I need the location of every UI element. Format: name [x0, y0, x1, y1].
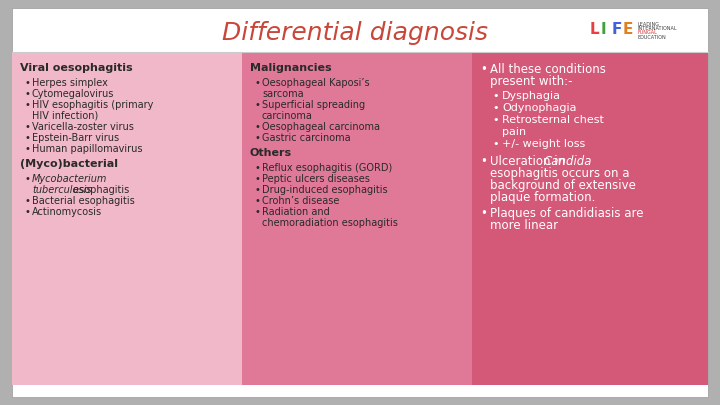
Text: Others: Others [250, 148, 292, 158]
FancyBboxPatch shape [472, 53, 708, 385]
Text: background of extensive: background of extensive [490, 179, 636, 192]
Text: FUNGAL: FUNGAL [638, 30, 658, 36]
Text: +/- weight loss: +/- weight loss [502, 139, 585, 149]
Text: Oesophageal carcinoma: Oesophageal carcinoma [262, 122, 380, 132]
Text: Epstein-Barr virus: Epstein-Barr virus [32, 133, 119, 143]
Text: Actinomycosis: Actinomycosis [32, 207, 102, 217]
FancyBboxPatch shape [12, 53, 242, 385]
Text: Crohn’s disease: Crohn’s disease [262, 196, 339, 206]
Text: Cytomegalovirus: Cytomegalovirus [32, 89, 114, 99]
Text: •: • [24, 100, 30, 110]
Text: •: • [24, 196, 30, 206]
Text: •: • [492, 91, 498, 101]
Text: chemoradiation esophagitis: chemoradiation esophagitis [262, 218, 398, 228]
Text: •: • [480, 155, 487, 168]
Text: •: • [254, 207, 260, 217]
Text: sarcoma: sarcoma [262, 89, 304, 99]
Text: •: • [24, 122, 30, 132]
FancyBboxPatch shape [12, 8, 708, 397]
Text: Oesophageal Kaposi’s: Oesophageal Kaposi’s [262, 78, 369, 88]
Text: •: • [24, 207, 30, 217]
Text: esophagitis: esophagitis [70, 185, 130, 195]
Text: •: • [492, 103, 498, 113]
Text: •: • [254, 122, 260, 132]
Text: Varicella-zoster virus: Varicella-zoster virus [32, 122, 134, 132]
Text: •: • [254, 133, 260, 143]
Text: •: • [24, 133, 30, 143]
Text: Mycobacterium: Mycobacterium [32, 174, 107, 184]
Text: •: • [254, 196, 260, 206]
Text: •: • [24, 78, 30, 88]
Text: Radiation and: Radiation and [262, 207, 330, 217]
Text: Bacterial esophagitis: Bacterial esophagitis [32, 196, 135, 206]
Text: Differential diagnosis: Differential diagnosis [222, 21, 488, 45]
Text: plaque formation.: plaque formation. [490, 191, 595, 204]
Text: Dysphagia: Dysphagia [502, 91, 561, 101]
Text: Herpes simplex: Herpes simplex [32, 78, 108, 88]
Text: •: • [492, 115, 498, 125]
Text: LEADING: LEADING [638, 21, 660, 26]
Text: I: I [601, 23, 607, 38]
Text: •: • [492, 139, 498, 149]
Text: Retrosternal chest: Retrosternal chest [502, 115, 604, 125]
Text: •: • [254, 78, 260, 88]
Text: HIV infection): HIV infection) [32, 111, 98, 121]
Text: •: • [24, 174, 30, 184]
Text: Gastric carcinoma: Gastric carcinoma [262, 133, 351, 143]
Text: Peptic ulcers diseases: Peptic ulcers diseases [262, 174, 370, 184]
Text: •: • [254, 163, 260, 173]
Text: HIV esophagitis (primary: HIV esophagitis (primary [32, 100, 153, 110]
Text: •: • [254, 100, 260, 110]
Text: pain: pain [502, 127, 526, 137]
Text: Reflux esophagitis (GORD): Reflux esophagitis (GORD) [262, 163, 392, 173]
Text: carcinoma: carcinoma [262, 111, 313, 121]
Text: Plaques of candidiasis are: Plaques of candidiasis are [490, 207, 644, 220]
Text: Human papillomavirus: Human papillomavirus [32, 144, 143, 154]
Text: present with:-: present with:- [490, 75, 572, 88]
Text: esophagitis occurs on a: esophagitis occurs on a [490, 167, 629, 180]
Text: Ulceration in: Ulceration in [490, 155, 569, 168]
Text: Malignancies: Malignancies [250, 63, 332, 73]
Text: more linear: more linear [490, 219, 558, 232]
Text: tuberculosis: tuberculosis [32, 185, 91, 195]
Text: Superficial spreading: Superficial spreading [262, 100, 365, 110]
FancyBboxPatch shape [242, 53, 472, 385]
Text: •: • [24, 89, 30, 99]
Text: EDUCATION: EDUCATION [638, 35, 667, 40]
Text: Drug-induced esophagitis: Drug-induced esophagitis [262, 185, 387, 195]
Text: Candida: Candida [543, 155, 592, 168]
Text: (Myco)bacterial: (Myco)bacterial [20, 159, 118, 169]
Text: Viral oesophagitis: Viral oesophagitis [20, 63, 132, 73]
Text: •: • [480, 207, 487, 220]
Text: F: F [612, 23, 622, 38]
Text: E: E [623, 23, 634, 38]
Text: •: • [480, 63, 487, 76]
Text: •: • [254, 185, 260, 195]
Text: L: L [590, 23, 600, 38]
Text: •: • [24, 144, 30, 154]
Text: INTERNATIONAL: INTERNATIONAL [638, 26, 678, 31]
Text: •: • [254, 174, 260, 184]
Text: Odynophagia: Odynophagia [502, 103, 577, 113]
Text: All these conditions: All these conditions [490, 63, 606, 76]
